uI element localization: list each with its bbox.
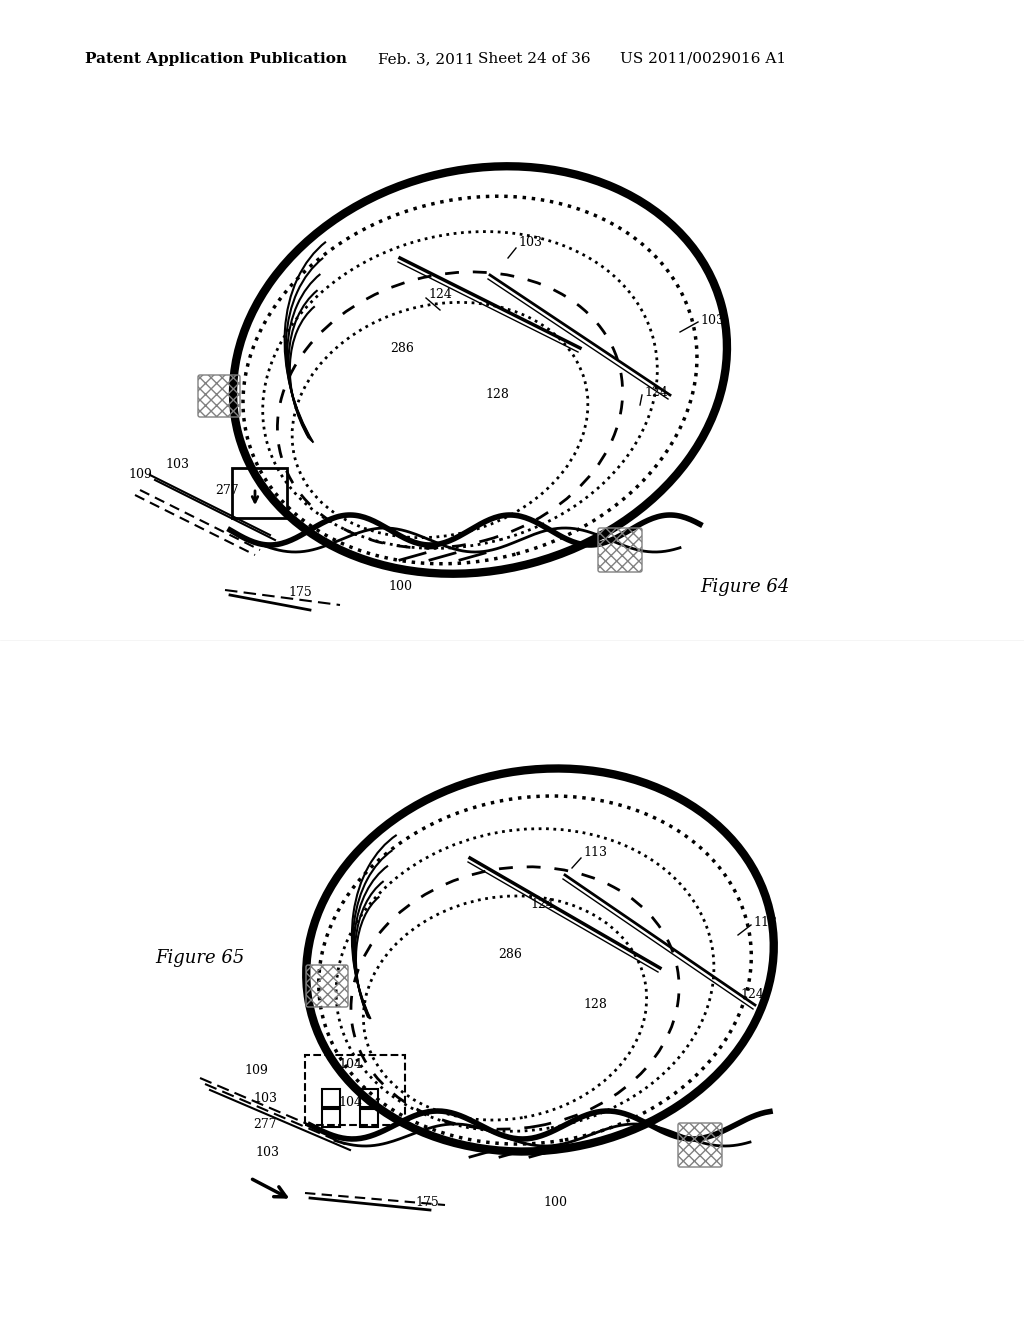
Text: 103: 103 <box>700 314 724 326</box>
Text: 277: 277 <box>253 1118 276 1131</box>
Text: 103: 103 <box>255 1147 279 1159</box>
Text: 124: 124 <box>428 289 452 301</box>
Text: 100: 100 <box>388 579 412 593</box>
Text: 277: 277 <box>215 483 239 496</box>
Bar <box>322 1109 340 1127</box>
Text: 103: 103 <box>253 1092 278 1105</box>
Text: Sheet 24 of 36: Sheet 24 of 36 <box>478 51 591 66</box>
Text: 113: 113 <box>753 916 777 928</box>
Text: Figure 65: Figure 65 <box>155 949 245 968</box>
Bar <box>360 1109 378 1127</box>
Text: Figure 64: Figure 64 <box>700 578 790 597</box>
Text: 124: 124 <box>530 899 554 912</box>
Text: 104: 104 <box>338 1096 362 1109</box>
Text: Feb. 3, 2011: Feb. 3, 2011 <box>378 51 474 66</box>
Bar <box>232 469 287 517</box>
Text: 113: 113 <box>583 846 607 859</box>
Bar <box>322 1089 340 1107</box>
Text: 128: 128 <box>485 388 509 401</box>
Bar <box>305 1055 406 1125</box>
Text: 109: 109 <box>244 1064 268 1077</box>
Text: 103: 103 <box>518 236 542 249</box>
Text: 175: 175 <box>288 586 311 599</box>
Text: 128: 128 <box>583 998 607 1011</box>
Text: Patent Application Publication: Patent Application Publication <box>85 51 347 66</box>
Text: 124: 124 <box>740 989 764 1002</box>
Text: 109: 109 <box>128 469 152 482</box>
Text: 124: 124 <box>644 385 668 399</box>
Bar <box>360 1089 378 1107</box>
Text: 175: 175 <box>415 1196 438 1209</box>
Text: US 2011/0029016 A1: US 2011/0029016 A1 <box>620 51 786 66</box>
Text: 103: 103 <box>165 458 189 471</box>
Text: 100: 100 <box>543 1196 567 1209</box>
Text: 104: 104 <box>338 1059 362 1072</box>
Text: 286: 286 <box>498 949 522 961</box>
Text: 286: 286 <box>390 342 414 355</box>
